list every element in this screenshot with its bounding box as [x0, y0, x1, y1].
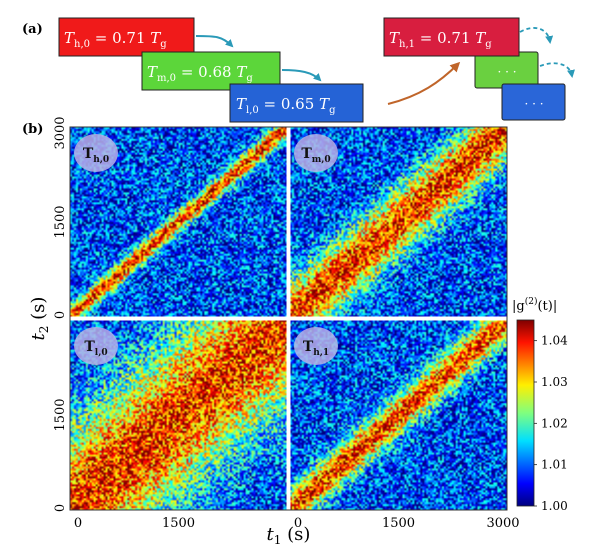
box-t-l0: Tl,0 = 0.65 Tg	[229, 83, 364, 123]
panel-label-bubble	[74, 134, 118, 172]
colorbar-tick-label: 1.04	[541, 334, 568, 348]
box-equation-3: Th,1 = 0.71 Tg	[389, 29, 492, 50]
correlation-heatmap-grid: Th,0 Tm,0 Tl,0 Th,1	[69, 126, 508, 511]
x-tick-label: 1500	[162, 516, 195, 531]
next-blue-box	[501, 83, 566, 121]
arrow-next-to-next	[539, 62, 575, 78]
colorbar-gradient	[516, 319, 535, 507]
colorbar-title: |g(2)(t)|	[512, 296, 557, 314]
x-tick-label: 0	[74, 516, 82, 531]
arrow-l0-to-h1	[387, 61, 461, 105]
panel-label-bubble	[74, 327, 118, 365]
box-equation-1: Tm,0 = 0.68 Tg	[147, 63, 253, 84]
heatmap-panel-h1: Th,1	[289, 319, 508, 511]
panel-label-bubble	[294, 134, 338, 172]
y-tick-label: 0	[53, 504, 68, 512]
panel-temperature-label: Th,1	[303, 339, 329, 358]
y-tick-label: 3000	[53, 116, 68, 149]
arrow-m0-to-l0	[281, 69, 322, 82]
y-tick-label: 1500	[53, 205, 68, 238]
y-axis-title: t2 (s)	[28, 297, 51, 341]
x-tick-label: 0	[294, 516, 302, 531]
colorbar-tick-label: 1.01	[541, 458, 568, 472]
panel-temperature-label: Tl,0	[84, 339, 107, 358]
heatmap-panel-m0: Tm,0	[289, 126, 508, 318]
heatmap-panel-l0: Tl,0	[69, 319, 288, 511]
colorbar: 1.04 1.03 1.02 1.01 1.00 |g(2)(t)|	[512, 296, 568, 513]
colorbar-tick-label: 1.00	[541, 499, 568, 513]
x-tick-label: 3000	[486, 516, 519, 531]
box-t-h0: Th,0 = 0.71 Tg	[58, 17, 195, 57]
colorbar-tick-label: 1.02	[541, 416, 568, 430]
box-t-h1: Th,1 = 0.71 Tg	[383, 17, 520, 57]
ellipsis-green: · · ·	[497, 65, 516, 79]
temperature-protocol-schematic: · · · · · · Th,0 = 0.71 Tg Tm,0 = 0.68 T…	[58, 17, 575, 123]
panel-a-label: (a)	[22, 22, 43, 37]
heatmap-axes: 0 1500 0 1500 3000 0 1500 3000 0 1500 t1 (s) t2 (s)	[28, 116, 520, 547]
heatmap-outer-frame	[69, 126, 508, 511]
panel-b-label: (b)	[22, 122, 43, 137]
panel-label-bubble	[294, 327, 338, 365]
heatmap-panel-h0: Th,0	[69, 126, 288, 318]
arrow-h0-to-m0	[195, 35, 234, 48]
y-tick-label: 1500	[53, 398, 68, 431]
colorbar-tick-label: 1.03	[541, 375, 568, 389]
box-equation-0: Th,0 = 0.71 Tg	[64, 29, 167, 50]
box-equation-2: Tl,0 = 0.65 Tg	[236, 95, 336, 116]
ellipsis-blue: · · ·	[524, 97, 543, 111]
panel-temperature-label: Tm,0	[301, 146, 330, 165]
x-axis-title: t1 (s)	[267, 524, 311, 547]
x-tick-label: 1500	[382, 516, 415, 531]
arrow-h1-to-next	[519, 27, 554, 44]
panel-temperature-label: Th,0	[83, 146, 109, 165]
y-tick-label: 0	[53, 311, 68, 319]
